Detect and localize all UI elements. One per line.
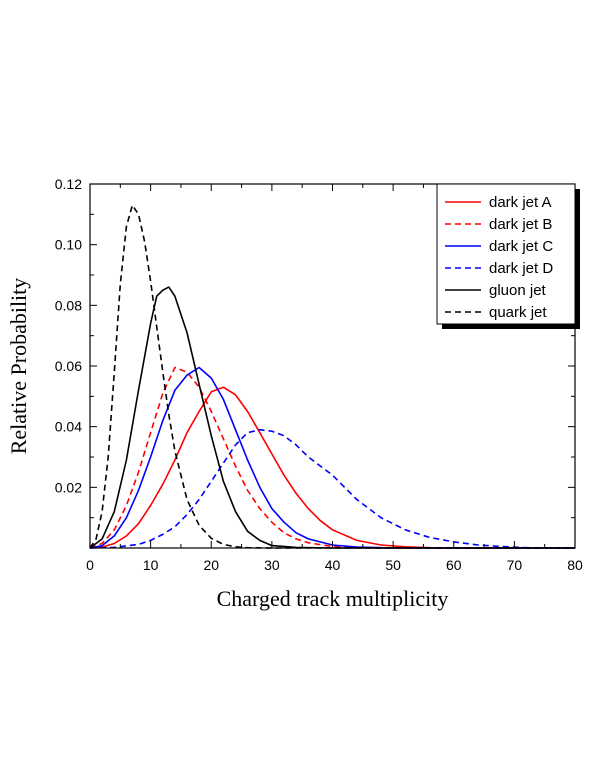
y-tick-label: 0.12 <box>55 176 82 192</box>
series-line-1 <box>89 366 575 549</box>
x-tick-label: 60 <box>446 557 462 573</box>
series-line-5 <box>89 204 575 549</box>
x-tick-label: 0 <box>86 557 94 573</box>
legend-label-2: dark jet C <box>489 238 553 255</box>
y-axis-title: Relative Probability <box>6 278 31 455</box>
legend-label-0: dark jet A <box>489 194 552 211</box>
y-tick-label: 0.02 <box>55 479 82 495</box>
x-tick-label: 10 <box>143 557 159 573</box>
axis-ticks: 0 10 20 30 40 50 60 70 80 0.02 0.04 0.06 0.08 0.10 0.1… <box>55 176 583 573</box>
legend: dark jet A dark jet B dark jet C dark jet D… <box>436 183 580 329</box>
legend-label-4: gluon jet <box>489 282 547 299</box>
y-tick-label: 0.06 <box>55 358 82 374</box>
series-line-0 <box>89 386 575 549</box>
x-tick-label: 50 <box>385 557 401 573</box>
x-tick-label: 20 <box>203 557 219 573</box>
series-line-4 <box>89 286 575 549</box>
legend-label-1: dark jet B <box>489 216 552 233</box>
legend-label-5: quark jet <box>489 304 547 321</box>
y-tick-label: 0.10 <box>55 237 82 253</box>
legend-label-3: dark jet D <box>489 260 553 277</box>
series-line-3 <box>89 428 576 549</box>
x-tick-label: 40 <box>325 557 341 573</box>
series-line-2 <box>89 366 575 549</box>
x-tick-label: 80 <box>567 557 583 573</box>
y-tick-label: 0.08 <box>55 297 82 313</box>
x-tick-label: 30 <box>264 557 280 573</box>
x-axis-title: Charged track multiplicity <box>217 586 449 611</box>
legend-box <box>436 183 576 325</box>
x-tick-label: 70 <box>507 557 523 573</box>
y-tick-label: 0.04 <box>55 419 82 435</box>
plot-lines <box>89 204 576 549</box>
